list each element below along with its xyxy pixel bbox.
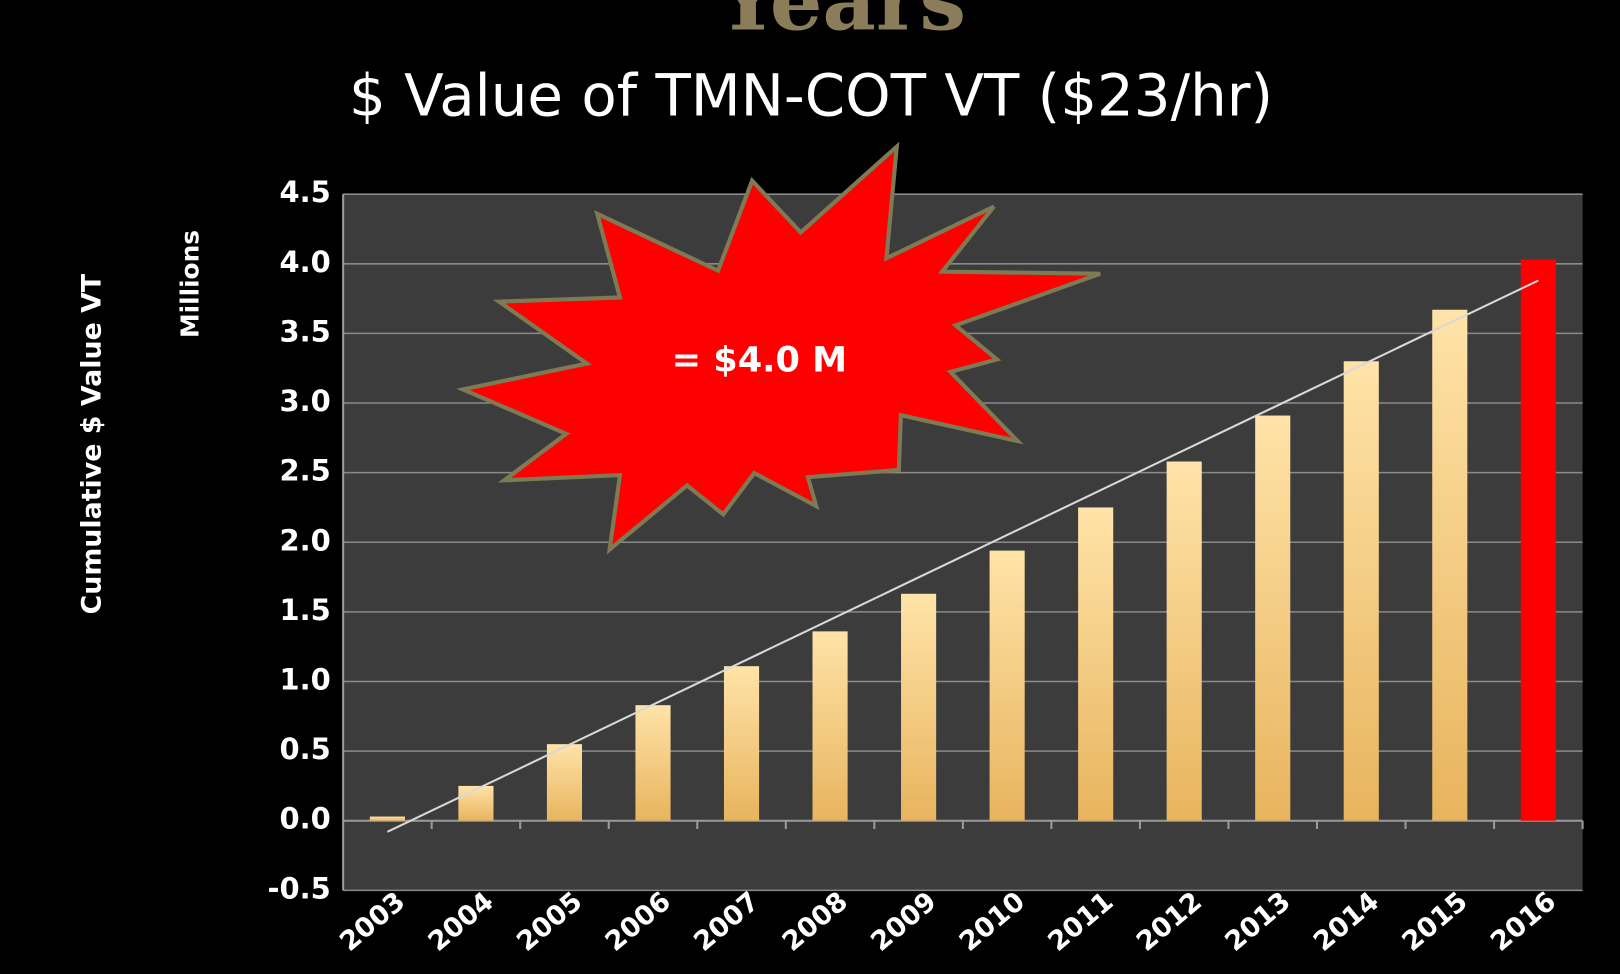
y-tick-label: -0.5 <box>268 871 331 905</box>
bar <box>1432 309 1468 821</box>
bar <box>1255 415 1291 821</box>
y-tick-label: 4.0 <box>280 245 331 279</box>
trendline <box>386 279 1539 833</box>
y-tick-label: 1.5 <box>280 593 331 627</box>
y-tick-label: 2.5 <box>280 454 331 488</box>
bar <box>369 816 405 821</box>
y-tick-label: 2.0 <box>280 523 331 557</box>
bar <box>723 666 760 821</box>
overtitle: Years <box>717 0 966 50</box>
chart-title: $ Value of TMN-COT VT ($23/hr) <box>349 61 1273 129</box>
bar <box>1343 361 1379 821</box>
bar <box>546 744 583 821</box>
y-tick-label: 0.0 <box>280 802 331 836</box>
bar <box>1078 507 1114 821</box>
y-tick-label: 0.5 <box>280 732 331 766</box>
starburst <box>456 141 1101 555</box>
bar <box>458 785 494 821</box>
y-tick-label: 3.0 <box>280 384 331 418</box>
y-unit-label: Millions <box>175 230 204 338</box>
y-axis-label: Cumulative $ Value VT <box>77 273 108 614</box>
bar <box>1520 259 1556 821</box>
annotation: = $4.0 M <box>672 340 847 381</box>
y-tick-label: 1.0 <box>280 662 331 696</box>
y-tick-label: 3.5 <box>280 314 331 348</box>
bar <box>635 705 671 821</box>
bar <box>1166 461 1202 821</box>
bar <box>812 631 848 821</box>
bar <box>901 593 937 821</box>
bar <box>989 550 1025 821</box>
y-tick-label: 4.5 <box>280 175 331 209</box>
